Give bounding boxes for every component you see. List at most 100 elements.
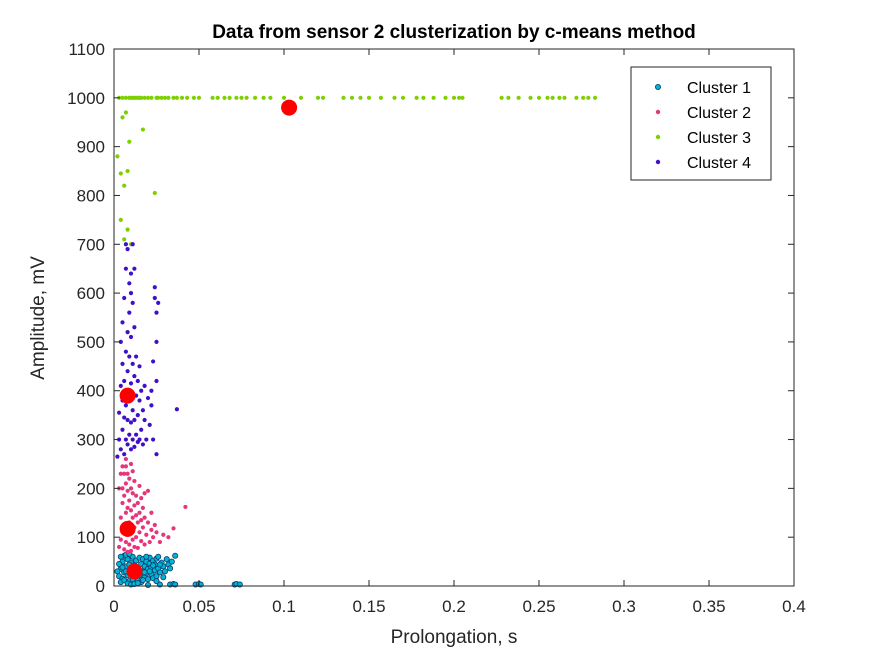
- data-point: [421, 95, 426, 100]
- data-point: [118, 537, 123, 542]
- data-point: [123, 510, 128, 515]
- data-point: [130, 408, 135, 413]
- data-point: [315, 95, 321, 100]
- data-point: [130, 437, 135, 442]
- data-point: [137, 530, 142, 535]
- data-point: [562, 95, 567, 100]
- data-point: [156, 95, 161, 100]
- legend-entry: Cluster 2: [655, 105, 751, 122]
- data-point: [157, 539, 162, 545]
- data-point: [155, 553, 162, 560]
- data-point: [151, 359, 156, 364]
- data-point: [144, 437, 149, 442]
- data-point: [127, 542, 132, 547]
- data-point: [135, 520, 140, 525]
- data-point: [154, 310, 159, 315]
- data-point: [132, 266, 137, 271]
- y-tick-label: 0: [96, 577, 105, 596]
- legend-marker: [655, 134, 661, 140]
- data-point: [253, 95, 258, 100]
- data-point: [574, 95, 579, 100]
- y-tick-label: 200: [77, 479, 105, 498]
- data-point: [120, 500, 125, 506]
- data-point: [142, 542, 147, 547]
- data-point: [139, 388, 144, 393]
- data-point: [120, 95, 125, 100]
- data-point: [132, 544, 137, 550]
- data-point: [516, 95, 521, 100]
- data-point: [281, 95, 287, 100]
- data-point: [128, 290, 134, 296]
- data-point: [137, 510, 142, 515]
- data-point: [132, 417, 137, 423]
- legend-marker: [655, 109, 661, 115]
- data-point: [378, 95, 383, 100]
- data-point: [123, 481, 128, 486]
- data-point: [122, 493, 127, 498]
- data-point: [536, 95, 542, 100]
- data-point: [140, 127, 145, 132]
- data-point: [139, 427, 144, 432]
- data-point: [123, 242, 128, 247]
- data-point: [593, 95, 598, 100]
- data-point: [122, 471, 127, 476]
- data-point: [142, 417, 147, 423]
- series-cluster-3: [115, 95, 598, 247]
- y-tick-label: 1000: [67, 89, 105, 108]
- data-point: [234, 95, 239, 100]
- data-point: [132, 373, 137, 379]
- data-point: [586, 95, 591, 100]
- series-cluster-2: [117, 456, 188, 554]
- data-point: [140, 525, 145, 530]
- data-point: [151, 437, 156, 442]
- x-tick-label: 0.4: [782, 597, 806, 616]
- data-point: [128, 420, 134, 425]
- y-tick-label: 100: [77, 528, 105, 547]
- data-point: [154, 530, 159, 535]
- data-point: [123, 403, 128, 408]
- data-point: [128, 486, 134, 491]
- data-point: [120, 320, 125, 325]
- data-point: [128, 447, 134, 452]
- data-point: [120, 427, 125, 432]
- chart-title: Data from sensor 2 clusterization by c-m…: [212, 22, 696, 43]
- data-point: [154, 339, 159, 345]
- centroid-marker: [126, 563, 143, 580]
- data-point: [125, 168, 130, 174]
- centroids: [119, 99, 298, 580]
- data-point: [143, 553, 150, 560]
- data-point: [127, 476, 132, 481]
- data-point: [163, 556, 170, 563]
- data-point: [125, 330, 130, 335]
- data-point: [137, 364, 142, 369]
- data-point: [141, 569, 148, 576]
- data-point: [123, 539, 128, 545]
- data-point: [123, 266, 128, 271]
- data-point: [174, 95, 179, 100]
- data-point: [506, 95, 511, 100]
- y-tick-label: 300: [77, 431, 105, 450]
- data-point: [118, 515, 123, 520]
- data-point: [457, 95, 462, 100]
- data-point: [122, 295, 127, 301]
- data-point: [167, 565, 174, 572]
- data-point: [545, 95, 550, 100]
- centroid-marker: [281, 99, 298, 116]
- x-tick-label: 0.35: [692, 597, 725, 616]
- data-point: [127, 310, 132, 315]
- data-point: [460, 95, 465, 100]
- data-point: [135, 545, 140, 551]
- data-point: [120, 464, 125, 469]
- data-point: [261, 95, 266, 100]
- data-point: [137, 398, 142, 403]
- y-tick-label: 900: [77, 138, 105, 157]
- data-point: [137, 483, 142, 489]
- data-point: [160, 574, 167, 581]
- data-point: [127, 432, 132, 437]
- data-point: [114, 568, 121, 575]
- data-point: [128, 381, 134, 386]
- data-point: [125, 247, 130, 252]
- data-point: [120, 486, 125, 491]
- data-point: [134, 513, 139, 518]
